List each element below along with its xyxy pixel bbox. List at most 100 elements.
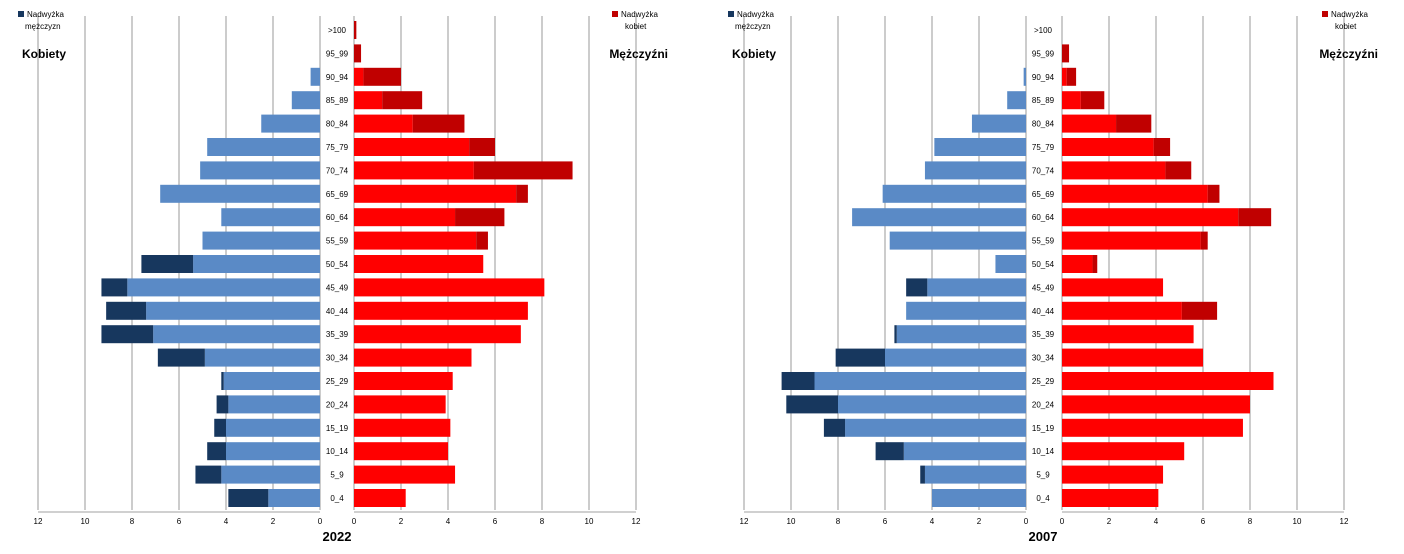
bar-women <box>885 348 1026 367</box>
bar-men-surplus <box>875 442 904 461</box>
bar-women <box>291 91 320 110</box>
tick-label-left: 8 <box>130 517 135 526</box>
category-label: 75_79 <box>326 143 349 152</box>
bar-women-surplus <box>1181 301 1218 320</box>
bar-women-surplus <box>354 21 357 39</box>
bar-women <box>838 395 1026 414</box>
legend-label-men-surplus-1: Nadwyżka <box>27 10 64 19</box>
bar-women <box>204 348 320 367</box>
tick-label-left: 10 <box>787 517 796 526</box>
bar-men-surplus <box>101 325 154 344</box>
tick-label-right: 8 <box>1248 517 1253 526</box>
tick-label-right: 10 <box>1293 517 1302 526</box>
bar-women-surplus <box>382 91 423 110</box>
category-label: >100 <box>328 26 347 35</box>
side-label-men: Mężczyźni <box>609 47 668 61</box>
bar-women-surplus <box>1165 161 1192 180</box>
bar-men <box>1062 278 1164 297</box>
chart-year-title: 2007 <box>1029 529 1058 544</box>
bar-women-surplus <box>473 161 573 180</box>
category-label: 10_14 <box>326 447 349 456</box>
tick-label-left: 4 <box>930 517 935 526</box>
bar-men <box>354 91 383 110</box>
category-label: 85_89 <box>326 96 349 105</box>
side-label-men: Mężczyźni <box>1319 47 1378 61</box>
bar-women <box>927 278 1026 297</box>
bar-women <box>845 418 1026 437</box>
bar-men <box>1062 372 1274 390</box>
bar-men <box>1062 418 1243 437</box>
bar-men-surplus <box>920 465 925 484</box>
bar-women <box>146 301 320 320</box>
category-label: 25_29 <box>1032 377 1055 386</box>
bar-women-surplus <box>516 184 528 203</box>
bar-men <box>354 278 545 297</box>
bar-women-surplus <box>1062 44 1070 63</box>
bar-women-surplus <box>476 231 488 250</box>
legend-label-men-surplus-1: Nadwyżka <box>737 10 774 19</box>
category-label: 20_24 <box>1032 400 1055 409</box>
category-label: 10_14 <box>1032 447 1055 456</box>
bar-women-surplus <box>363 67 401 86</box>
bar-men <box>1062 442 1185 461</box>
pyramid-chart-2022: 12 12 10 10 8 8 6 6 4 4 2 2 0 0 0_4 5_9 10_14 15_19 20_24 2… <box>18 10 668 544</box>
category-label: 55_59 <box>1032 237 1055 246</box>
bar-men-surplus <box>216 395 229 414</box>
chart-year-title: 2022 <box>323 529 352 544</box>
bar-men <box>1062 255 1093 273</box>
bar-women <box>934 138 1026 156</box>
category-label: 60_64 <box>326 213 349 222</box>
bar-women <box>221 208 320 227</box>
bar-men <box>354 418 451 437</box>
tick-label-right: 12 <box>632 517 641 526</box>
bar-women <box>971 114 1026 133</box>
bar-men-surplus <box>195 465 222 484</box>
bar-women <box>221 465 320 484</box>
legend-swatch-women-surplus <box>612 11 618 17</box>
bar-women-surplus <box>1066 67 1077 86</box>
bar-men <box>1062 138 1154 156</box>
category-label: 95_99 <box>326 49 349 58</box>
category-label: 20_24 <box>326 400 349 409</box>
bar-men-surplus <box>906 278 928 297</box>
bar-women <box>889 231 1026 250</box>
tick-label-left: 8 <box>836 517 841 526</box>
bar-men <box>1062 208 1239 227</box>
category-label: 15_19 <box>326 424 349 433</box>
bar-men-surplus <box>214 418 226 437</box>
bar-women <box>814 372 1026 390</box>
bar-men <box>354 348 472 367</box>
tick-label-right: 0 <box>352 517 357 526</box>
category-label: 70_74 <box>1032 166 1055 175</box>
bar-men <box>354 231 477 250</box>
tick-label-right: 2 <box>1107 517 1112 526</box>
bar-men <box>1062 489 1159 507</box>
bar-women <box>153 325 320 344</box>
category-label: 75_79 <box>1032 143 1055 152</box>
bar-men <box>1062 91 1081 110</box>
bar-men <box>354 395 446 414</box>
tick-label-right: 8 <box>540 517 545 526</box>
bar-women <box>924 161 1026 180</box>
bar-men-surplus <box>228 489 269 507</box>
bar-men <box>354 138 470 156</box>
legend-swatch-men-surplus <box>728 11 734 17</box>
tick-label-right: 10 <box>585 517 594 526</box>
bar-men-surplus <box>157 348 205 367</box>
bar-men-surplus <box>141 255 194 273</box>
category-label: 90_94 <box>1032 73 1055 82</box>
bar-women <box>310 67 320 86</box>
tick-label-right: 12 <box>1340 517 1349 526</box>
category-label: 5_9 <box>1036 471 1050 480</box>
bar-women-surplus <box>1238 208 1272 227</box>
bar-women <box>226 442 320 461</box>
bar-men <box>354 489 406 507</box>
bar-men-surplus <box>786 395 838 414</box>
bar-women <box>882 184 1026 203</box>
bar-women-surplus <box>469 138 495 156</box>
bar-women-surplus <box>1207 184 1220 203</box>
bar-women <box>268 489 320 507</box>
category-label: 65_69 <box>326 190 349 199</box>
